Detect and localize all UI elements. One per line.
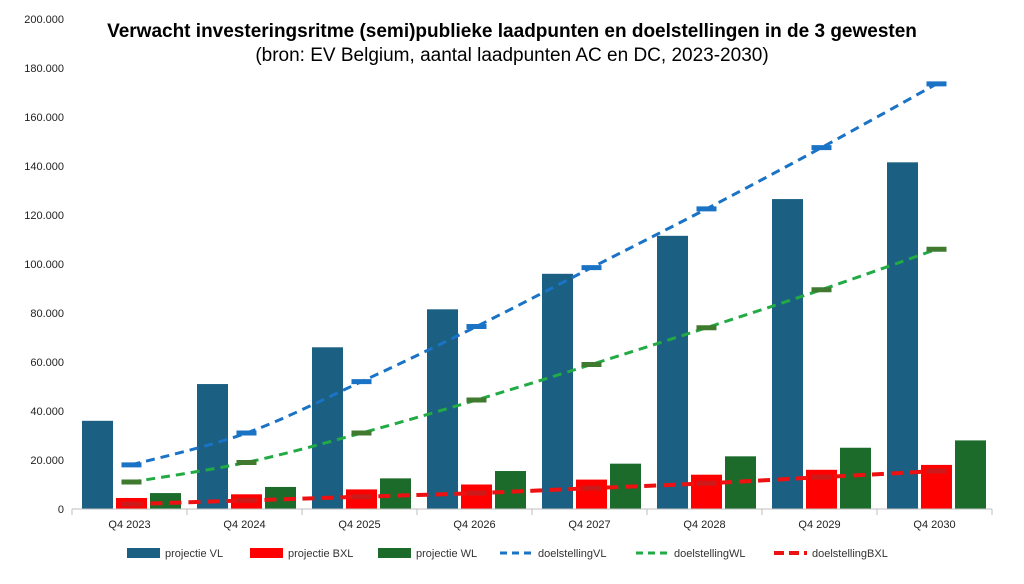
chart-title: Verwacht investeringsritme (semi)publiek… [107, 21, 917, 42]
legend-swatch [378, 548, 411, 558]
x-tick-label: Q4 2023 [108, 519, 150, 531]
bar-projectie-vl [772, 199, 803, 509]
legend-label: doelstellingVL [538, 548, 607, 560]
bar-projectie-vl [657, 235, 688, 509]
bar-projectie-wl [955, 440, 986, 509]
bar-projectie-wl [265, 486, 296, 509]
legend-swatch [250, 548, 283, 558]
y-tick-label: 140.000 [24, 161, 64, 173]
legend-label: doelstellingBXL [812, 548, 888, 560]
x-axis: Q4 2023 Q4 2024 Q4 2025 Q4 2026 Q4 2027 Q4 20… [71, 508, 993, 531]
bar-projectie-bxl [576, 479, 607, 509]
legend-label: projectie VL [165, 548, 223, 560]
bar-projectie-vl [82, 420, 113, 509]
bar-projectie-bxl [691, 474, 722, 509]
chart-title-block: Verwacht investeringsritme (semi)publiek… [0, 20, 1024, 68]
bar-projectie-vl [542, 273, 573, 509]
bar-projectie-bxl [461, 484, 492, 509]
x-tick-label: Q4 2026 [453, 519, 495, 531]
x-tick-label: Q4 2029 [798, 519, 840, 531]
y-tick-label: 120.000 [24, 210, 64, 222]
legend-label: projectie BXL [288, 548, 353, 560]
x-tick-label: Q4 2025 [338, 519, 380, 531]
bar-projectie-vl [197, 384, 228, 509]
legend-swatch [127, 548, 160, 558]
bar-layer [82, 162, 986, 509]
legend-label: doelstellingWL [674, 548, 746, 560]
x-tick-label: Q4 2024 [223, 519, 265, 531]
bar-projectie-vl [887, 162, 918, 509]
y-tick-label: 40.000 [30, 406, 64, 418]
y-tick-label: 0 [58, 504, 64, 516]
bar-projectie-vl [312, 347, 343, 509]
line-doelstellingvl [131, 82, 938, 467]
y-tick-label: 200.000 [24, 14, 64, 26]
x-tick-label: Q4 2027 [568, 519, 610, 531]
y-tick-label: 80.000 [30, 308, 64, 320]
legend: projectie VL projectie BXL projectie WL doe… [127, 548, 888, 560]
y-tick-label: 160.000 [24, 112, 64, 124]
y-tick-label: 60.000 [30, 357, 64, 369]
y-axis: 0 20.000 40.000 60.000 80.000 100.000 120.000 1… [24, 14, 64, 516]
x-tick-label: Q4 2030 [913, 519, 955, 531]
line-doelstellingbxl [131, 469, 937, 507]
y-tick-label: 100.000 [24, 259, 64, 271]
y-tick-label: 180.000 [24, 63, 64, 75]
y-tick-label: 20.000 [30, 455, 64, 467]
x-tick-label: Q4 2028 [683, 519, 725, 531]
line-doelstellingwl [131, 247, 937, 484]
chart-subtitle: (bron: EV Belgium, aantal laadpunten AC … [255, 45, 769, 66]
bar-projectie-wl [840, 447, 871, 509]
legend-label: projectie WL [416, 548, 477, 560]
line-layer [121, 81, 947, 507]
